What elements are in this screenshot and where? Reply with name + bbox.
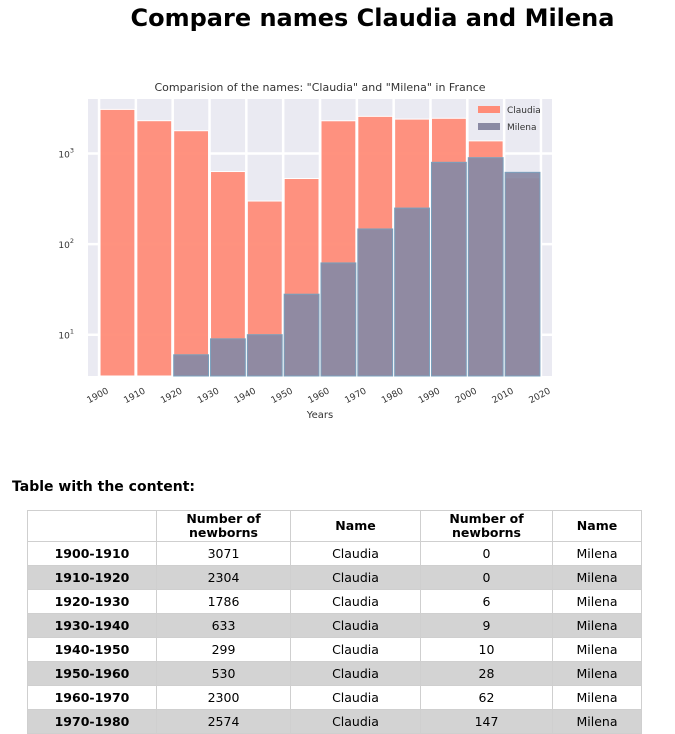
x-tick-label: 1940 [233,386,258,406]
cell-range: 1920-1930 [27,589,157,614]
table-row: 1930-1940 633 Claudia 9 Milena [27,613,642,638]
table-header-row: Number of newborns Name Number of newbor… [27,510,642,542]
table-row: 1910-1920 2304 Claudia 0 Milena [27,565,642,590]
table-heading: Table with the content: [12,479,196,495]
cell-newborns-milena: 9 [420,613,553,638]
cell-newborns-milena: 0 [420,565,553,590]
cell-range: 1930-1940 [27,613,157,638]
cell-newborns-milena: 6 [420,589,553,614]
cell-newborns-milena: 28 [420,661,553,686]
cell-newborns-claudia: 2574 [156,709,291,734]
table-row: 1920-1930 1786 Claudia 6 Milena [27,589,642,614]
x-tick-label: 1960 [307,386,332,406]
table-row: 1900-1910 3071 Claudia 0 Milena [27,541,642,566]
milena-bar [430,161,467,377]
x-tick-label: 1910 [122,386,147,406]
header-name-milena: Name [552,510,642,542]
legend-label-claudia: Claudia [507,106,541,116]
cell-name-claudia: Claudia [290,709,421,734]
milena-bar [320,262,357,377]
header-range [27,510,157,542]
milena-bar [467,157,504,377]
cell-name-milena: Milena [552,661,642,686]
milena-bar [504,171,541,377]
claudia-bar [173,130,210,377]
table-row: 1960-1970 2300 Claudia 62 Milena [27,685,642,710]
cell-range: 1940-1950 [27,637,157,662]
chart-title: Comparision of the names: "Claudia" and … [154,81,485,94]
page-title: Compare names Claudia and Milena [130,4,615,32]
x-tick-label: 1980 [380,386,405,406]
claudia-bar [136,120,173,377]
claudia-bar [99,108,136,377]
table-row: 1970-1980 2574 Claudia 147 Milena [27,709,642,734]
milena-bar [210,338,246,377]
header-newborns-milena: Number of newborns [420,510,553,542]
cell-newborns-milena: 62 [420,685,553,710]
cell-name-milena: Milena [552,565,642,590]
cell-range: 1970-1980 [27,709,157,734]
legend-swatch-claudia [478,106,500,113]
x-tick-label: 1990 [417,386,442,406]
cell-newborns-claudia: 3071 [156,541,291,566]
x-tick-label: 1900 [86,386,111,406]
cell-name-milena: Milena [552,541,642,566]
cell-range: 1910-1920 [27,565,157,590]
header-newborns-claudia: Number of newborns [156,510,291,542]
legend-label-milena: Milena [507,123,537,133]
x-tick-label: 2010 [491,386,516,406]
x-tick-label: 1920 [159,386,184,406]
cell-range: 1960-1970 [27,685,157,710]
chart-legend: Claudia Milena [478,106,541,133]
x-tick-label: 2020 [528,386,553,406]
cell-newborns-milena: 0 [420,541,553,566]
x-tick-label: 1950 [270,386,295,406]
y-tick-label: 103 [58,147,74,161]
milena-bar [357,228,394,377]
milena-bar [283,293,320,377]
histogram-chart: Comparision of the names: "Claudia" and … [58,81,553,421]
cell-name-claudia: Claudia [290,613,421,638]
cell-name-claudia: Claudia [290,565,421,590]
x-tick-label: 1930 [196,386,221,406]
milena-bar [173,354,210,377]
cell-name-milena: Milena [552,613,642,638]
milena-bar [394,207,430,377]
cell-newborns-claudia: 1786 [156,589,291,614]
cell-name-milena: Milena [552,709,642,734]
cell-newborns-claudia: 633 [156,613,291,638]
cell-name-milena: Milena [552,589,642,614]
cell-name-claudia: Claudia [290,637,421,662]
y-tick-label: 102 [58,237,74,251]
cell-newborns-claudia: 2300 [156,685,291,710]
cell-name-claudia: Claudia [290,589,421,614]
cell-range: 1900-1910 [27,541,157,566]
x-tick-label: 1970 [343,386,368,406]
x-axis-label: Years [306,410,333,421]
cell-newborns-claudia: 2304 [156,565,291,590]
cell-name-claudia: Claudia [290,661,421,686]
legend-swatch-milena [478,123,500,130]
cell-newborns-milena: 147 [420,709,553,734]
cell-newborns-milena: 10 [420,637,553,662]
data-table: Number of newborns Name Number of newbor… [27,510,642,734]
cell-newborns-claudia: 299 [156,637,291,662]
milena-bar [246,334,283,377]
x-tick-label: 2000 [454,386,479,406]
y-tick-label: 101 [58,328,74,342]
table-row: 1940-1950 299 Claudia 10 Milena [27,637,642,662]
header-name-claudia: Name [290,510,421,542]
cell-name-milena: Milena [552,637,642,662]
cell-name-claudia: Claudia [290,541,421,566]
cell-name-milena: Milena [552,685,642,710]
cell-name-claudia: Claudia [290,685,421,710]
table-row: 1950-1960 530 Claudia 28 Milena [27,661,642,686]
cell-newborns-claudia: 530 [156,661,291,686]
cell-range: 1950-1960 [27,661,157,686]
